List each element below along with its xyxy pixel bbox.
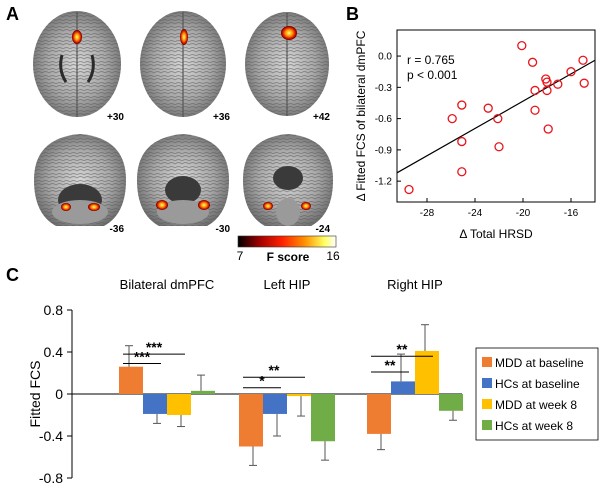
slice-label-5: -30 xyxy=(216,224,231,235)
bar-y-label: Fitted FCS xyxy=(27,361,43,428)
category-label: Bilateral dmPFC xyxy=(120,277,215,292)
scatter-x-label: Δ Total HRSD xyxy=(459,227,533,241)
slice-label-4: -36 xyxy=(110,224,125,235)
annotation-p: p < 0.001 xyxy=(407,68,458,82)
scatter-point xyxy=(483,103,493,113)
scatter-point xyxy=(579,78,589,88)
scatter-x-tick-label: -16 xyxy=(564,208,579,219)
scatter-point xyxy=(517,40,527,51)
significance-label: * xyxy=(259,373,265,389)
scatter-point xyxy=(530,85,540,96)
scatter-point xyxy=(457,100,467,110)
scatter-point xyxy=(553,79,563,89)
colorbar-min: 7 xyxy=(237,249,244,263)
bar xyxy=(191,390,215,394)
bar-chart: 0.80.40-0.4-0.8 ********* **** Bilateral … xyxy=(27,277,599,486)
panel-b-letter: B xyxy=(346,4,359,24)
scatter-point xyxy=(542,85,552,96)
axial-slice-3 xyxy=(245,12,329,116)
scatter-point xyxy=(494,142,504,152)
coronal-slice-1 xyxy=(34,134,126,226)
scatter-point xyxy=(530,105,540,115)
legend-swatch xyxy=(482,357,492,367)
scatter-point xyxy=(404,184,414,195)
legend-label: MDD at baseline xyxy=(495,356,584,370)
bar xyxy=(439,394,463,411)
axial-slice-1 xyxy=(33,11,121,117)
bar xyxy=(119,366,143,394)
bar-y-tick-label: -0.4 xyxy=(39,428,63,444)
significance-label: *** xyxy=(134,349,151,365)
bar-y-tick-label: 0.4 xyxy=(44,344,64,360)
scatter-point xyxy=(457,136,467,147)
bar xyxy=(391,381,415,394)
scatter-x-tick-label: -28 xyxy=(420,208,435,219)
brain-slices: +30 +36 +42 -36 -30 xyxy=(33,11,340,264)
regression-line xyxy=(396,59,596,174)
scatter-point xyxy=(566,67,576,77)
panel-c-letter: C xyxy=(6,265,19,285)
scatter-x-tick-label: -24 xyxy=(468,208,483,219)
scatter-point xyxy=(527,57,538,67)
axial-slice-2 xyxy=(140,11,226,117)
significance-label: ** xyxy=(269,362,280,378)
legend-box xyxy=(475,347,599,441)
scatter-point xyxy=(493,113,503,124)
scatter-y-tick-label: -0.3 xyxy=(375,83,393,94)
scatter-y-tick-label: -0.6 xyxy=(375,114,393,125)
legend-swatch xyxy=(482,399,492,409)
legend-label: MDD at week 8 xyxy=(495,398,577,412)
bar xyxy=(415,350,439,394)
bar-y-tick-label: 0 xyxy=(55,386,63,402)
scatter-x-tick-label: -20 xyxy=(516,208,531,219)
significance-label: ** xyxy=(397,341,408,357)
bar xyxy=(311,394,335,442)
bar-y-tick-label: -0.8 xyxy=(39,470,63,486)
bar xyxy=(143,394,167,414)
scatter-point xyxy=(447,113,457,124)
slice-label-2: +36 xyxy=(213,112,230,123)
legend-label: HCs at week 8 xyxy=(495,419,573,433)
colorbar-max: 16 xyxy=(326,249,340,263)
slice-label-3: +42 xyxy=(313,112,330,123)
significance-label: ** xyxy=(385,357,396,373)
bar xyxy=(287,394,311,397)
scatter-point xyxy=(457,167,467,177)
legend-label: HCs at baseline xyxy=(495,377,580,391)
scatter-point xyxy=(578,55,588,65)
slice-label-6: -24 xyxy=(316,224,331,235)
bar xyxy=(239,394,263,447)
scatter-plot-area xyxy=(396,29,596,203)
scatter-y-tick-label: 0.0 xyxy=(378,52,392,63)
scatter-y-label: Δ Fitted FCS of bilateral dmPFC xyxy=(354,30,368,201)
colorbar xyxy=(237,235,337,248)
panel-a-letter: A xyxy=(6,4,19,24)
bar xyxy=(263,394,287,414)
scatter-point xyxy=(543,124,553,134)
legend-swatch xyxy=(482,420,492,430)
scatter-chart: -28 -24 -20 -16 0.0 -0.3 -0.6 -0.9 -1.2 r = 0.76… xyxy=(354,29,596,241)
coronal-slice-2 xyxy=(137,134,229,226)
category-label: Left HIP xyxy=(264,277,311,292)
significance-label: *** xyxy=(146,339,163,355)
bar xyxy=(367,394,391,434)
scatter-y-tick-label: -0.9 xyxy=(375,145,393,156)
legend-swatch xyxy=(482,378,492,388)
scatter-y-tick-label: -1.2 xyxy=(375,177,393,188)
bar xyxy=(167,394,191,415)
coronal-slice-3 xyxy=(243,134,333,226)
slice-label-1: +30 xyxy=(107,112,124,123)
category-label: Right HIP xyxy=(387,277,443,292)
bar-y-tick-label: 0.8 xyxy=(44,302,64,318)
annotation-r: r = 0.765 xyxy=(407,53,455,67)
colorbar-label: F score xyxy=(267,250,310,264)
